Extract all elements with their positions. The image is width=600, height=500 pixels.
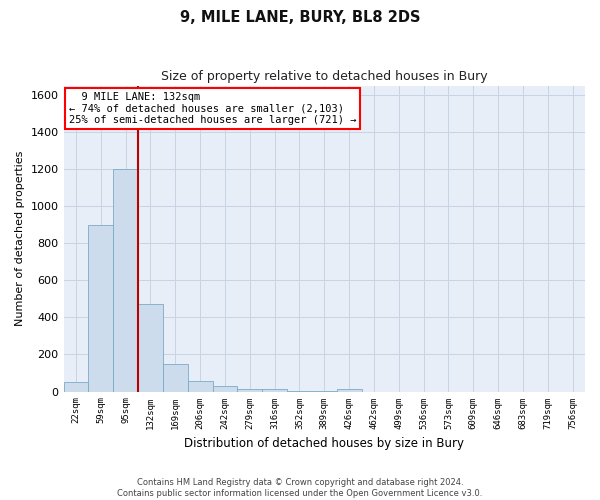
- Bar: [337, 389, 362, 392]
- Bar: [287, 390, 312, 392]
- X-axis label: Distribution of detached houses by size in Bury: Distribution of detached houses by size …: [184, 437, 464, 450]
- Bar: [163, 364, 188, 392]
- Text: 9, MILE LANE, BURY, BL8 2DS: 9, MILE LANE, BURY, BL8 2DS: [180, 10, 420, 25]
- Y-axis label: Number of detached properties: Number of detached properties: [15, 151, 25, 326]
- Text: Contains HM Land Registry data © Crown copyright and database right 2024.
Contai: Contains HM Land Registry data © Crown c…: [118, 478, 482, 498]
- Title: Size of property relative to detached houses in Bury: Size of property relative to detached ho…: [161, 70, 488, 83]
- Bar: [188, 382, 212, 392]
- Text: 9 MILE LANE: 132sqm  
← 74% of detached houses are smaller (2,103)
25% of semi-d: 9 MILE LANE: 132sqm ← 74% of detached ho…: [69, 92, 356, 125]
- Bar: [212, 386, 238, 392]
- Bar: [138, 304, 163, 392]
- Bar: [238, 389, 262, 392]
- Bar: [113, 169, 138, 392]
- Bar: [64, 382, 88, 392]
- Bar: [262, 390, 287, 392]
- Bar: [88, 224, 113, 392]
